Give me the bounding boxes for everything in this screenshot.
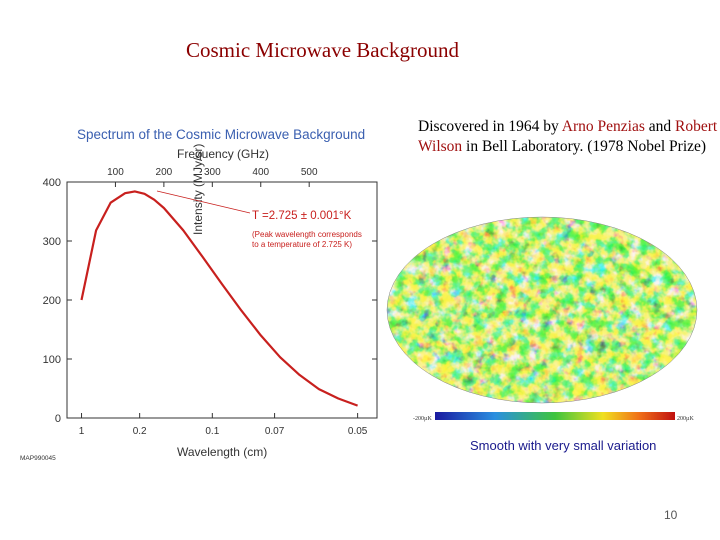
- bottom-tick-label: 1: [79, 426, 85, 437]
- person-wilson: Robert Wilson: [418, 118, 718, 155]
- y-tick-label: 200: [43, 295, 61, 307]
- discovery-text-prefix: Discovered in 1964 by: [418, 118, 562, 135]
- temperature-label: T =2.725 ± 0.001°K: [252, 210, 352, 222]
- chart-series: [80, 190, 358, 407]
- slide-title: Cosmic Microwave Background: [186, 38, 459, 62]
- top-tick-label: 400: [252, 167, 269, 178]
- discovery-text-middle: and: [644, 118, 676, 135]
- cmb-map-svg: -200µK 200µK: [386, 216, 698, 422]
- peak-annotation-line-1: (Peak wavelength corresponds: [252, 230, 362, 239]
- scale-max-label: 200µK: [677, 416, 694, 422]
- y-tick-label: 300: [43, 236, 61, 248]
- peak-annotation-line-2: to a temperature of 2.725 K): [252, 240, 352, 249]
- annotation-pointer: [156, 190, 251, 214]
- temperature-scale-bar: [435, 412, 675, 420]
- bottom-tick-label: 0.1: [205, 426, 219, 437]
- cmb-sky-map: -200µK 200µK: [385, 208, 700, 435]
- y-axis-label: Intensity (MJy/sr): [191, 144, 205, 235]
- top-axis-label: Frequency (GHz): [177, 147, 269, 161]
- bottom-tick-label: 0.2: [133, 426, 147, 437]
- top-tick-label: 200: [156, 167, 173, 178]
- y-tick-label: 0: [55, 413, 61, 425]
- bottom-tick-label: 0.05: [348, 426, 368, 437]
- scale-min-label: -200µK: [413, 416, 432, 422]
- top-tick-label: 100: [107, 167, 124, 178]
- top-tick-label: 500: [301, 167, 318, 178]
- chart-svg: Spectrum of the Cosmic Microwave Backgro…: [20, 127, 378, 462]
- person-penzias: Arno Penzias: [561, 118, 645, 135]
- discovery-text: Discovered in 1964 by Arno Penzias and R…: [418, 117, 718, 157]
- chart-ticks: 100 200 300 400 500 0 100 200 300 400 1 0.2 0.1 0.07 0…: [43, 167, 377, 437]
- y-tick-label: 400: [43, 177, 61, 189]
- chart-title: Spectrum of the Cosmic Microwave Backgro…: [77, 127, 365, 142]
- y-tick-label: 100: [43, 354, 61, 366]
- chart-credit: MAP990045: [20, 455, 56, 462]
- cmb-caption: Smooth with very small variation: [470, 438, 657, 453]
- top-tick-label: 300: [204, 167, 221, 178]
- x-axis-label: Wavelength (cm): [177, 445, 267, 459]
- discovery-text-suffix: in Bell Laboratory. (1978 Nobel Prize): [462, 138, 707, 155]
- bottom-tick-label: 0.07: [265, 426, 285, 437]
- cmb-spectrum-chart: Spectrum of the Cosmic Microwave Backgro…: [12, 115, 397, 470]
- cmb-spectrum-line: [80, 190, 358, 407]
- page-number: 10: [664, 508, 678, 522]
